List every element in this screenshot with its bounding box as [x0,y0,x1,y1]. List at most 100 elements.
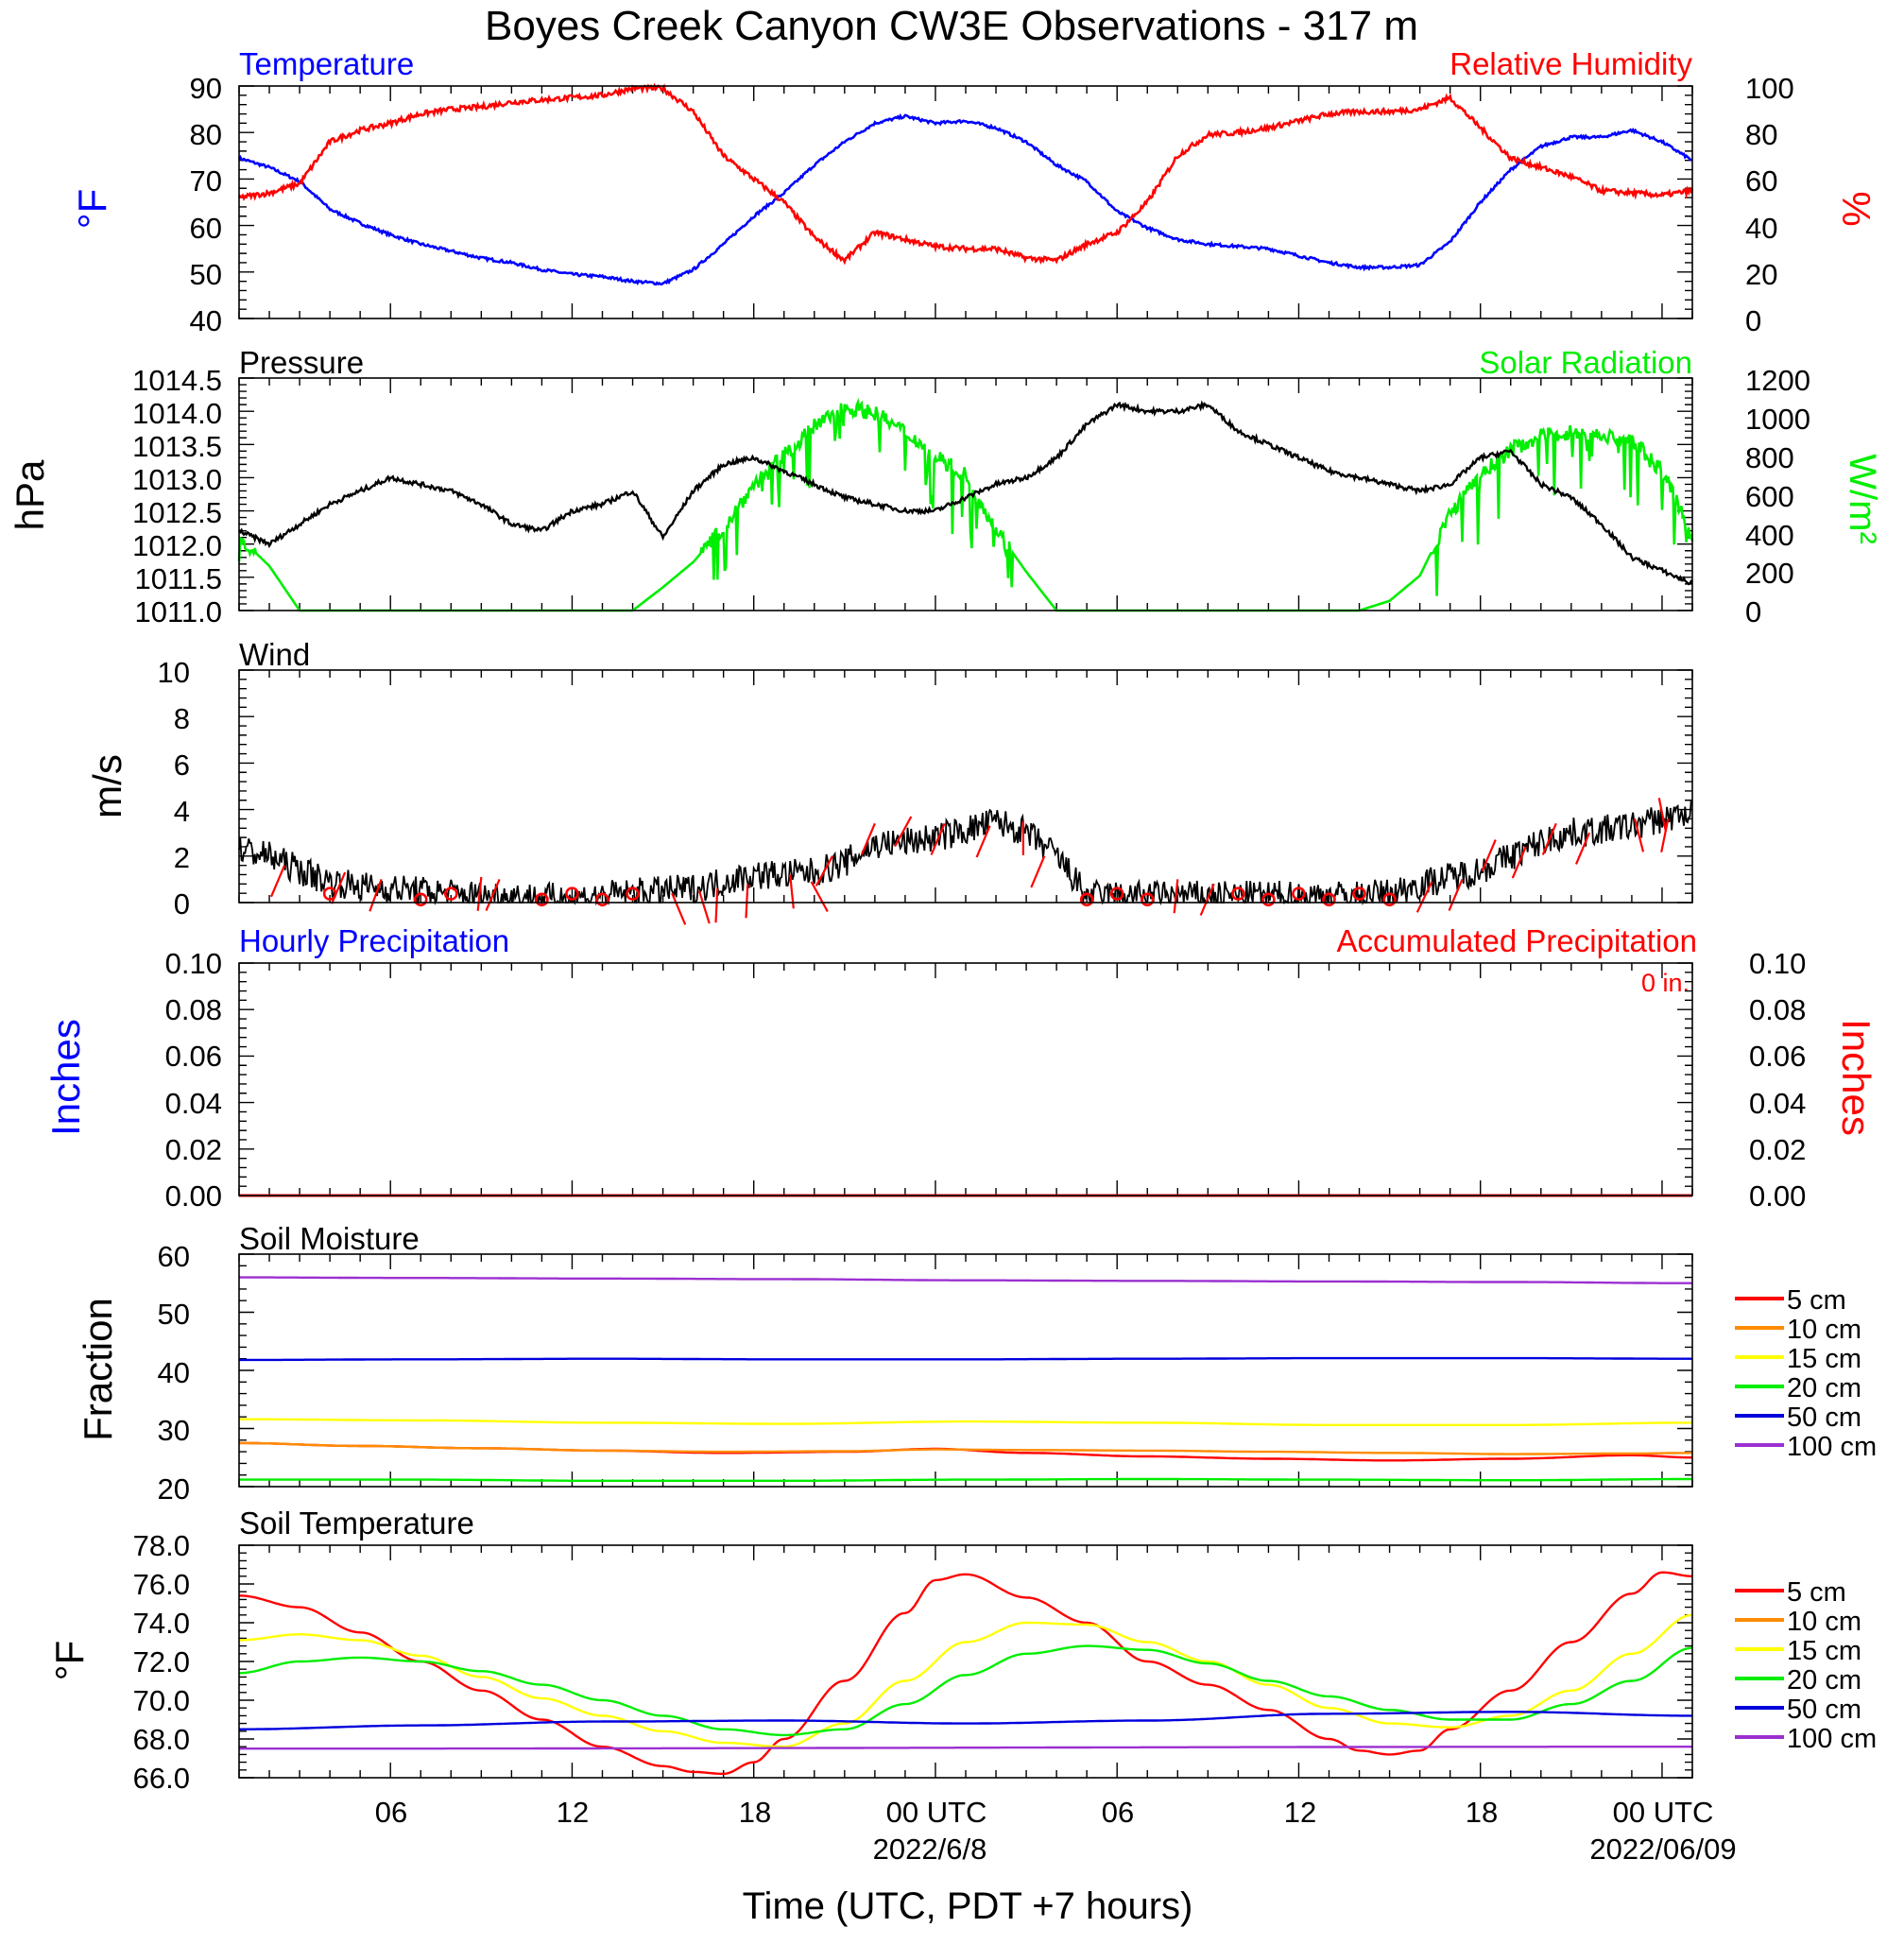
legend-entry: 100 cm [1787,1724,1877,1754]
soil-temperature-unit: °F [47,1641,92,1680]
wind-barb [745,884,749,919]
soil-moisture-series-line [239,1356,1692,1362]
solar-label: Solar Radiation [1479,345,1692,380]
wind-barb [1030,855,1046,888]
wind-barb [860,822,876,855]
y-tick-label: 600 [1745,480,1794,513]
y-tick-label: 20 [1745,258,1777,291]
soil-moisture-series-line [239,1418,1693,1426]
wind-barb [714,888,719,923]
panel-frame [238,1253,1693,1488]
y-tick-label: 72.0 [133,1645,190,1678]
x-tick-label: 18 [739,1796,771,1829]
y-tick-label: 50 [190,258,222,291]
panel-frame [238,1544,1693,1779]
y-tick-label: 0 [1745,595,1761,628]
soil-moisture-unit: Fraction [76,1298,120,1441]
accum-precip-label: Accumulated Precipitation [1336,923,1697,958]
panel-frame [238,669,1693,904]
soil-temperature-series-line [238,1644,1693,1737]
soil-temp-y-ticks: 78.0 76.0 74.0 72.0 70.0 68.0 66.0 [133,1529,190,1795]
humidity-label: Relative Humidity [1449,46,1692,81]
calm-wind-marker [1140,892,1155,907]
wind-barbs [269,798,1670,925]
y-tick-label: 78.0 [133,1529,190,1562]
soil-temperature-series-line [238,1711,1692,1730]
temperature-unit: °F [70,189,114,229]
x-tick-label: 12 [1284,1796,1316,1829]
wind-barb [1481,839,1497,872]
soil-moisture-series-line [239,1441,1692,1455]
calm-wind-marker [1261,892,1276,907]
solar-y-ticks: 1200 1000 800 600 400 200 0 [1745,364,1810,628]
y-tick-label: 0.08 [1749,993,1806,1026]
y-tick-label: 40 [158,1356,190,1389]
y-tick-label: 400 [1745,519,1794,552]
calm-wind-marker [1292,886,1306,901]
temperature-line [237,112,1693,286]
calm-wind-marker [535,892,549,907]
calm-wind-marker [413,892,428,907]
soil-moisture-y-ticks: 60 50 40 30 20 [158,1240,190,1506]
soil-temperature-series-line [238,1613,1693,1748]
y-tick-label: 0.10 [1749,947,1806,980]
panel-soil-temperature: Soil Temperature °F 78.0 76.0 74.0 72.0 … [47,1506,1877,1795]
wind-barb [810,881,829,913]
tick-marks [238,1544,1693,1779]
wind-barb [476,876,483,911]
solar-unit: W/m² [1842,454,1883,544]
soil-temperature-lines [238,1571,1693,1776]
legend-entry: 15 cm [1787,1344,1861,1374]
panel-frame [238,962,1693,1196]
humidity-unit: % [1834,191,1878,226]
y-tick-label: 68.0 [133,1723,190,1756]
panel-precipitation: Hourly Precipitation Accumulated Precipi… [43,923,1878,1213]
y-tick-label: 20 [158,1472,190,1506]
calm-wind-marker [1322,892,1336,907]
y-tick-label: 1011.0 [134,595,222,628]
wind-barb [1660,818,1670,852]
panel-temperature-humidity: Temperature Relative Humidity °F % 90 80… [70,46,1878,337]
soil-temperature-series-line [238,1571,1693,1776]
y-tick-label: 1012.5 [132,496,222,529]
y-tick-label: 66.0 [133,1762,190,1795]
axis-tick-marks [238,962,1693,1196]
y-tick-label: 0.00 [1749,1179,1806,1213]
y-tick-label: 0.06 [165,1040,222,1073]
calm-wind-marker [1231,886,1245,901]
y-tick-label: 1014.0 [132,397,222,430]
wind-barb [1173,879,1179,914]
precip-right-y-ticks: 0.10 0.08 0.06 0.04 0.02 0.00 [1749,947,1806,1213]
y-tick-label: 30 [158,1414,190,1447]
y-tick-label: 0.00 [165,1179,222,1213]
y-tick-label: 100 [1745,72,1794,105]
y-tick-label: 60 [158,1240,190,1273]
wind-barb [1511,846,1527,879]
y-tick-label: 60 [190,212,222,245]
legend-entry: 10 cm [1787,1315,1861,1345]
calm-wind-marker [565,886,579,901]
wind-speed-line [238,799,1693,906]
x-tick-label: 00 UTC [886,1796,987,1829]
wind-unit: m/s [85,754,129,818]
pressure-y-ticks: 1014.5 1014.0 1013.5 1013.0 1012.5 1012.… [132,364,222,628]
y-tick-label: 1014.5 [132,364,222,397]
humidity-y-ticks: 100 80 60 40 20 0 [1745,72,1794,337]
panel-frame [238,85,1693,319]
soil-moisture-series-line [239,1441,1693,1462]
tick-marks [238,962,1693,1196]
x-tick-date: 2022/06/09 [1589,1833,1736,1866]
wind-y-ticks: 10 8 6 4 2 0 [158,656,190,921]
solar-radiation-line [237,397,1694,612]
y-tick-label: 0 [174,887,190,921]
axis-tick-marks [238,1253,1693,1488]
y-tick-label: 800 [1745,441,1794,474]
wind-barb [1657,798,1667,832]
wind-barb [697,890,711,924]
wind-barb [269,865,286,898]
x-tick-label: 12 [557,1796,589,1829]
y-tick-label: 0.02 [1749,1133,1806,1166]
y-tick-label: 80 [1745,118,1777,151]
x-tick-label: 00 UTC [1613,1796,1714,1829]
